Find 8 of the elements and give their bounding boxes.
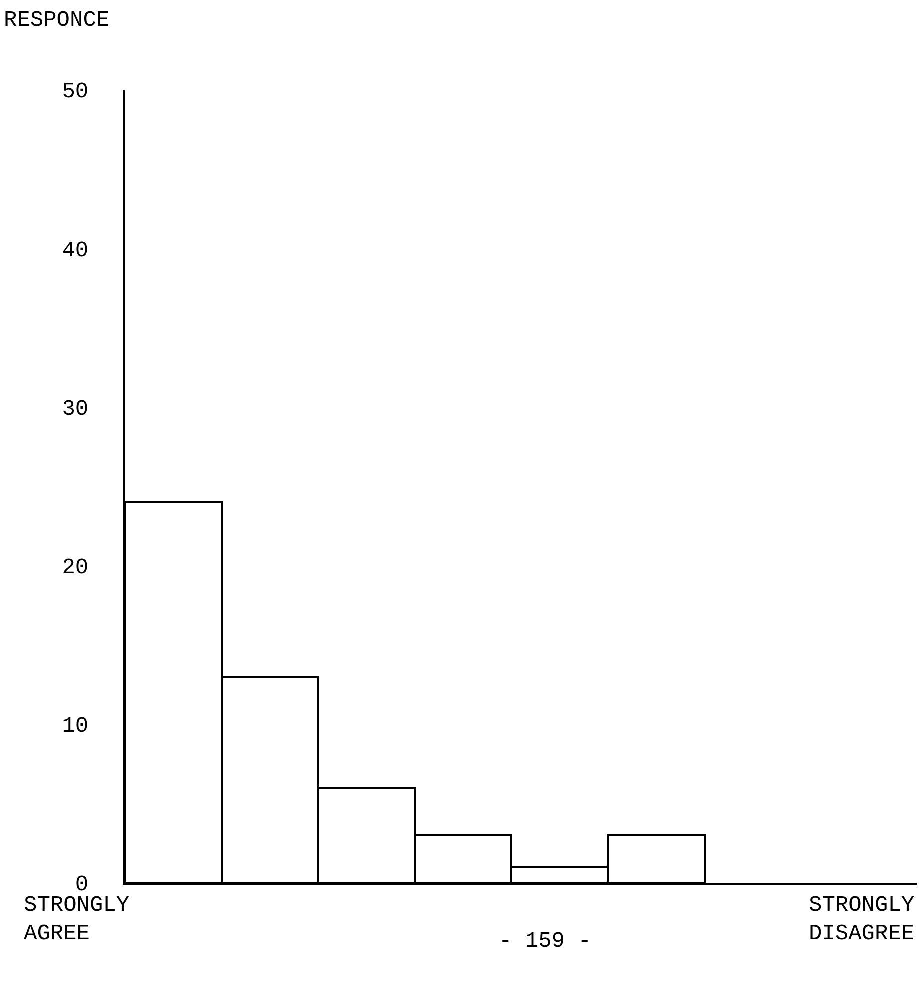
y-tick-label: 10 — [62, 714, 89, 740]
text: - 159 - — [499, 929, 592, 954]
y-tick-label: 50 — [62, 80, 89, 105]
y-tick-label: 30 — [62, 396, 89, 422]
y-tick-label: 20 — [62, 556, 89, 580]
y-tick-label: 40 — [62, 238, 89, 264]
y-axis-title: RESPONCE — [4, 8, 110, 33]
text: STRONGLY DISAGREE — [809, 893, 915, 947]
